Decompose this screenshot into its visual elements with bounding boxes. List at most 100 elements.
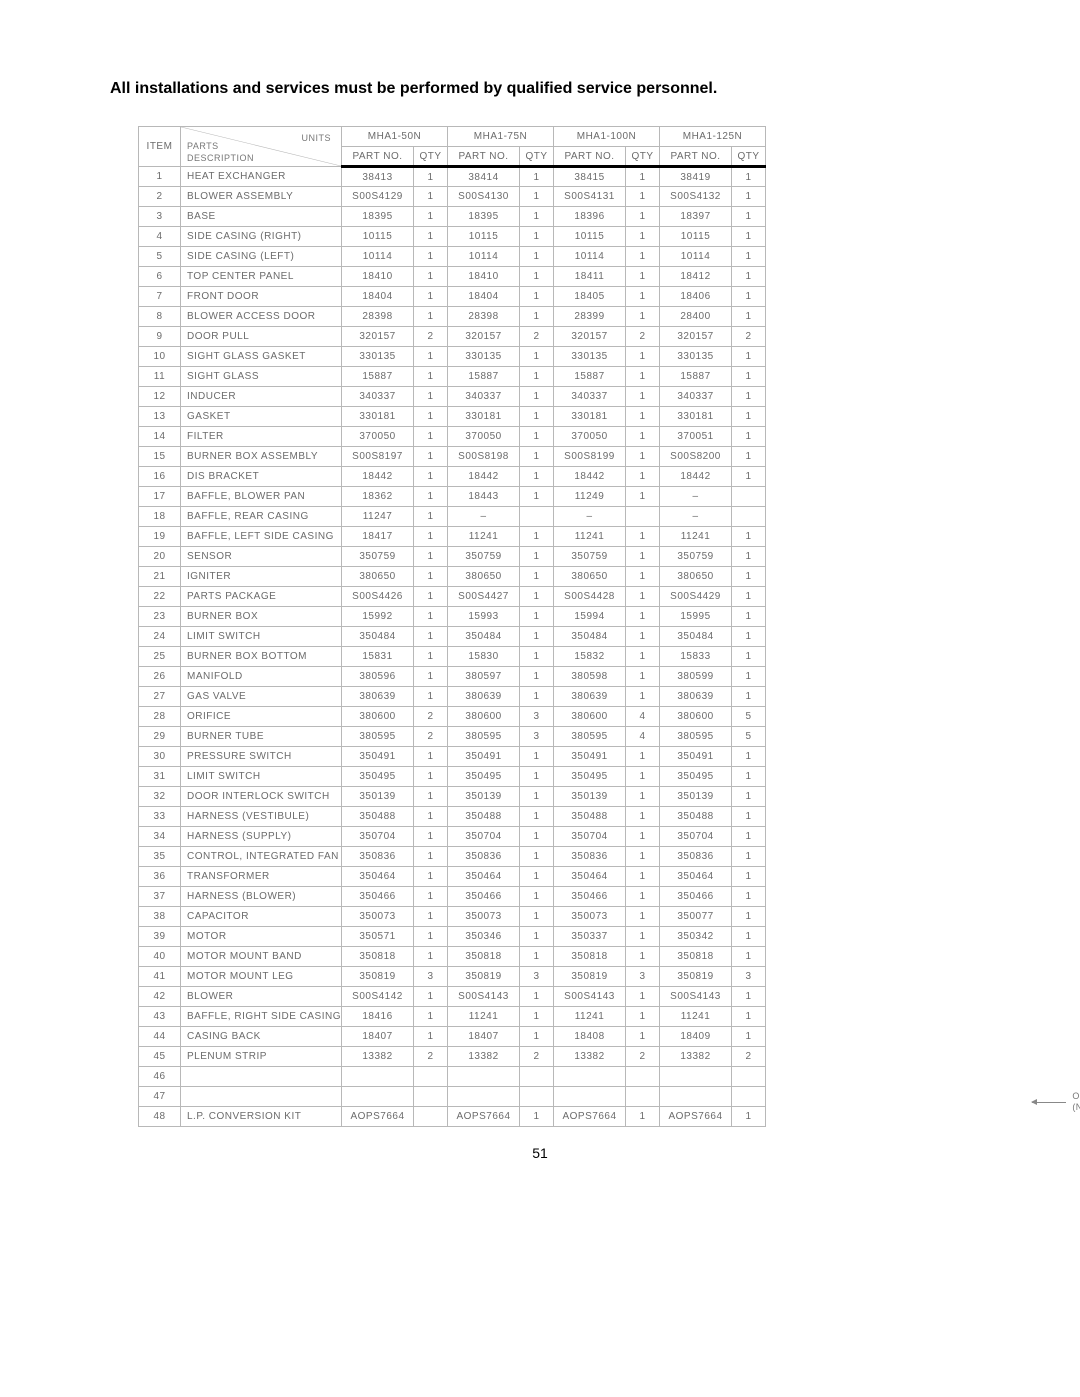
cell-item: 3 [139, 207, 181, 227]
cell-qty: 1 [414, 307, 448, 327]
cell-partno: 350759 [554, 547, 626, 567]
cell-partno: 13382 [448, 1047, 520, 1067]
cell-description: HEAT EXCHANGER [181, 167, 342, 187]
cell-partno: 330181 [448, 407, 520, 427]
cell-partno: S00S4142 [342, 987, 414, 1007]
cell-qty: 1 [520, 907, 554, 927]
cell-item: 44 [139, 1027, 181, 1047]
cell-qty: 1 [732, 927, 766, 947]
table-row: 18BAFFLE, REAR CASING112471––– [139, 507, 766, 527]
cell-qty: 2 [414, 707, 448, 727]
cell-qty: 1 [732, 387, 766, 407]
cell-partno: 350491 [342, 747, 414, 767]
cell-description: BAFFLE, RIGHT SIDE CASING [181, 1007, 342, 1027]
cell-qty: 1 [414, 667, 448, 687]
cell-partno [448, 1087, 520, 1107]
cell-partno: S00S8199 [554, 447, 626, 467]
cell-qty: 1 [732, 367, 766, 387]
table-row: 3BASE183951183951183961183971 [139, 207, 766, 227]
table-row: 14FILTER3700501370050137005013700511 [139, 427, 766, 447]
cell-item: 48 [139, 1107, 181, 1127]
cell-partno: 18409 [660, 1027, 732, 1047]
cell-qty: 1 [626, 547, 660, 567]
cell-qty [732, 1087, 766, 1107]
cell-qty: 1 [520, 527, 554, 547]
cell-partno: 350759 [448, 547, 520, 567]
cell-item: 30 [139, 747, 181, 767]
cell-item: 13 [139, 407, 181, 427]
cell-partno: 350819 [660, 967, 732, 987]
cell-qty: 1 [414, 827, 448, 847]
callout-line2: (NOT SHOWN) [1072, 1102, 1080, 1113]
cell-partno: 380600 [660, 707, 732, 727]
cell-description: SENSOR [181, 547, 342, 567]
cell-partno: 350342 [660, 927, 732, 947]
cell-partno: 11241 [448, 1007, 520, 1027]
cell-qty: 1 [520, 267, 554, 287]
cell-partno: 28400 [660, 307, 732, 327]
cell-qty: 1 [732, 827, 766, 847]
cell-partno: 350488 [448, 807, 520, 827]
cell-partno: 350704 [448, 827, 520, 847]
cell-partno: – [660, 507, 732, 527]
cell-description: DIS BRACKET [181, 467, 342, 487]
cell-qty: 1 [520, 787, 554, 807]
cell-qty [732, 507, 766, 527]
cell-qty: 1 [732, 547, 766, 567]
cell-description [181, 1087, 342, 1107]
cell-qty: 1 [732, 807, 766, 827]
cell-qty: 1 [626, 527, 660, 547]
cell-qty: 1 [732, 447, 766, 467]
table-row: 22PARTS PACKAGES00S44261S00S44271S00S442… [139, 587, 766, 607]
cell-qty: 2 [414, 1047, 448, 1067]
cell-partno: 320157 [554, 327, 626, 347]
cell-partno: 13382 [554, 1047, 626, 1067]
cell-qty: 1 [414, 547, 448, 567]
cell-partno: 380650 [342, 567, 414, 587]
cell-description: MOTOR MOUNT BAND [181, 947, 342, 967]
cell-item: 45 [139, 1047, 181, 1067]
cell-partno: 11249 [554, 487, 626, 507]
cell-partno: 340337 [660, 387, 732, 407]
cell-partno: 370050 [554, 427, 626, 447]
cell-qty: 1 [520, 567, 554, 587]
table-row: 29BURNER TUBE380595238059533805954380595… [139, 727, 766, 747]
cell-qty: 1 [626, 607, 660, 627]
cell-qty: 1 [732, 1107, 766, 1127]
cell-qty: 1 [626, 187, 660, 207]
cell-partno: 380600 [448, 707, 520, 727]
cell-partno: 380598 [554, 667, 626, 687]
cell-qty: 1 [520, 927, 554, 947]
cell-partno: 380595 [554, 727, 626, 747]
table-row: 9DOOR PULL3201572320157232015723201572 [139, 327, 766, 347]
cell-item: 9 [139, 327, 181, 347]
cell-qty [414, 1067, 448, 1087]
cell-qty: 1 [732, 1027, 766, 1047]
cell-partno: 370050 [448, 427, 520, 447]
cell-qty: 1 [520, 207, 554, 227]
cell-qty: 1 [520, 547, 554, 567]
cell-partno: 350073 [554, 907, 626, 927]
cell-qty: 3 [414, 967, 448, 987]
cell-item: 11 [139, 367, 181, 387]
cell-description: CONTROL, INTEGRATED FAN [181, 847, 342, 867]
cell-qty: 1 [732, 1007, 766, 1027]
cell-partno [554, 1067, 626, 1087]
cell-partno: 350488 [554, 807, 626, 827]
cell-description: BURNER TUBE [181, 727, 342, 747]
cell-partno: 350337 [554, 927, 626, 947]
cell-qty: 1 [414, 507, 448, 527]
cell-description: BURNER BOX BOTTOM [181, 647, 342, 667]
cell-qty: 1 [732, 887, 766, 907]
cell-qty: 1 [520, 887, 554, 907]
cell-qty: 1 [414, 567, 448, 587]
cell-partno: 28398 [448, 307, 520, 327]
cell-partno: 10115 [554, 227, 626, 247]
cell-qty: 1 [732, 407, 766, 427]
cell-partno: 11247 [342, 507, 414, 527]
cell-qty: 1 [626, 807, 660, 827]
cell-partno: 38415 [554, 167, 626, 187]
cell-qty: 1 [626, 867, 660, 887]
cell-partno: 350484 [660, 627, 732, 647]
page: All installations and services must be p… [0, 0, 1080, 1201]
